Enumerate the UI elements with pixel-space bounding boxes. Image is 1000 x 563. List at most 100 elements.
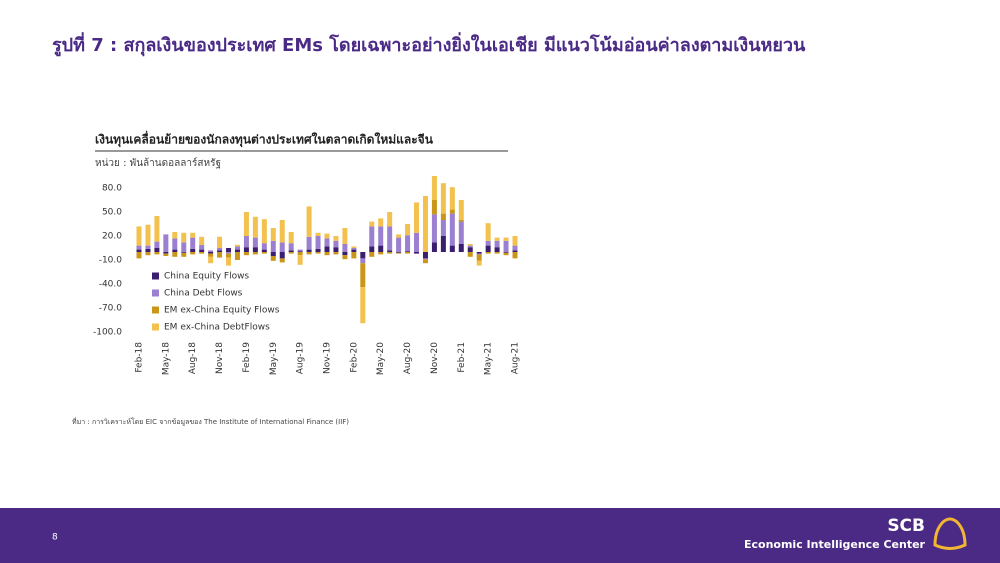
x-tick-label: Aug-19	[296, 342, 306, 375]
bar-segment	[396, 252, 402, 254]
bar-segment	[476, 260, 482, 266]
bar-segment	[414, 202, 420, 233]
bar-segment	[324, 252, 330, 256]
bar-segment	[458, 200, 464, 220]
x-tick-label: May-20	[376, 342, 386, 375]
bar-segment	[396, 237, 402, 252]
bar-segment	[270, 256, 276, 261]
bar-segment	[333, 236, 339, 241]
bar-segment	[145, 252, 151, 256]
bar-segment	[369, 226, 375, 247]
bar-segment	[360, 287, 366, 324]
bar-segment	[431, 242, 437, 252]
legend-label: China Equity Flows	[164, 272, 249, 282]
bar-segment	[467, 247, 473, 252]
bar-segment	[512, 252, 518, 259]
bar-segment	[181, 252, 187, 257]
bar-segment	[217, 252, 223, 258]
bar-segment	[342, 244, 348, 252]
bar-segment	[387, 250, 393, 252]
bar-segment	[163, 234, 169, 252]
bar-segment	[440, 220, 446, 236]
bar-segment	[199, 252, 205, 254]
bar-segment	[136, 249, 142, 252]
bar-segment	[467, 244, 473, 246]
bar-segment	[252, 247, 258, 252]
chart-title: เงินทุนเคลื่อนย้ายของนักลงทุนต่างประเทศใ…	[95, 131, 434, 148]
brand-logo	[933, 517, 967, 550]
bar-segment	[297, 249, 303, 252]
bar-segment	[342, 255, 348, 260]
bar-segment	[279, 242, 285, 252]
bar-segment	[378, 226, 384, 246]
bar-segment	[405, 235, 411, 252]
bar-segment	[163, 252, 169, 254]
bar-segment	[476, 253, 482, 255]
bar-segment	[512, 236, 518, 246]
bar-segment	[503, 240, 509, 252]
bar-segment	[396, 252, 402, 253]
y-tick-label: -100.0	[93, 328, 122, 338]
bar-segment	[136, 226, 142, 246]
bar-segment	[136, 252, 142, 259]
bar-segment	[485, 223, 491, 241]
bar-segment	[279, 220, 285, 243]
bar-segment	[405, 251, 411, 252]
legend-label: EM ex-China Equity Flows	[164, 306, 280, 316]
bar-segment	[252, 216, 258, 238]
bar-segment	[503, 237, 509, 241]
bar-segment	[154, 252, 160, 255]
bar-segment	[172, 232, 178, 239]
bar-segment	[243, 247, 249, 252]
bar-segment	[226, 257, 232, 266]
bar-segment	[467, 245, 473, 248]
bar-segment	[449, 245, 455, 252]
bar-segment	[234, 249, 240, 252]
bar-segment	[422, 259, 428, 264]
bar-segment	[297, 251, 303, 252]
bar-segment	[387, 212, 393, 227]
bar-segment	[485, 245, 491, 252]
bar-segment	[136, 245, 142, 250]
legend-swatch	[152, 272, 159, 280]
bar-segment	[387, 226, 393, 251]
bar-segment	[199, 249, 205, 252]
bar-segment	[172, 252, 178, 257]
bar-segment	[288, 250, 294, 252]
bar-segment	[440, 213, 446, 220]
bar-segment	[342, 228, 348, 244]
x-tick-label: May-19	[269, 342, 279, 375]
bar-segment	[297, 252, 303, 256]
bar-segment	[315, 232, 321, 236]
bar-segment	[422, 258, 428, 260]
bar-segment	[297, 255, 303, 265]
bar-segment	[172, 238, 178, 250]
bar-segment	[154, 241, 160, 248]
bar-segment	[360, 263, 366, 288]
x-tick-label: Aug-20	[403, 342, 413, 375]
page-number: 8	[52, 533, 58, 543]
bar-segment	[288, 252, 294, 254]
legend-swatch	[152, 323, 159, 331]
x-tick-label: Nov-18	[215, 342, 225, 374]
bar-segment	[306, 206, 312, 237]
bar-segment	[234, 246, 240, 250]
bar-segment	[190, 232, 196, 238]
x-tick-label: Aug-18	[188, 342, 198, 375]
x-tick-label: Nov-19	[323, 342, 333, 374]
bar-segment	[279, 258, 285, 263]
y-tick-label: 80.0	[102, 184, 122, 194]
x-tick-label: Feb-18	[135, 342, 145, 373]
bar-segment	[306, 249, 312, 252]
y-tick-label: 20.0	[102, 232, 122, 242]
bar-segment	[243, 252, 249, 256]
bar-segment	[279, 252, 285, 259]
bar-segment	[405, 224, 411, 236]
bar-segment	[503, 252, 509, 256]
legend-label: China Debt Flows	[164, 289, 243, 299]
bar-segment	[476, 252, 482, 254]
bar-segment	[324, 246, 330, 252]
bar-segment	[208, 256, 214, 264]
bar-segment	[315, 248, 321, 252]
